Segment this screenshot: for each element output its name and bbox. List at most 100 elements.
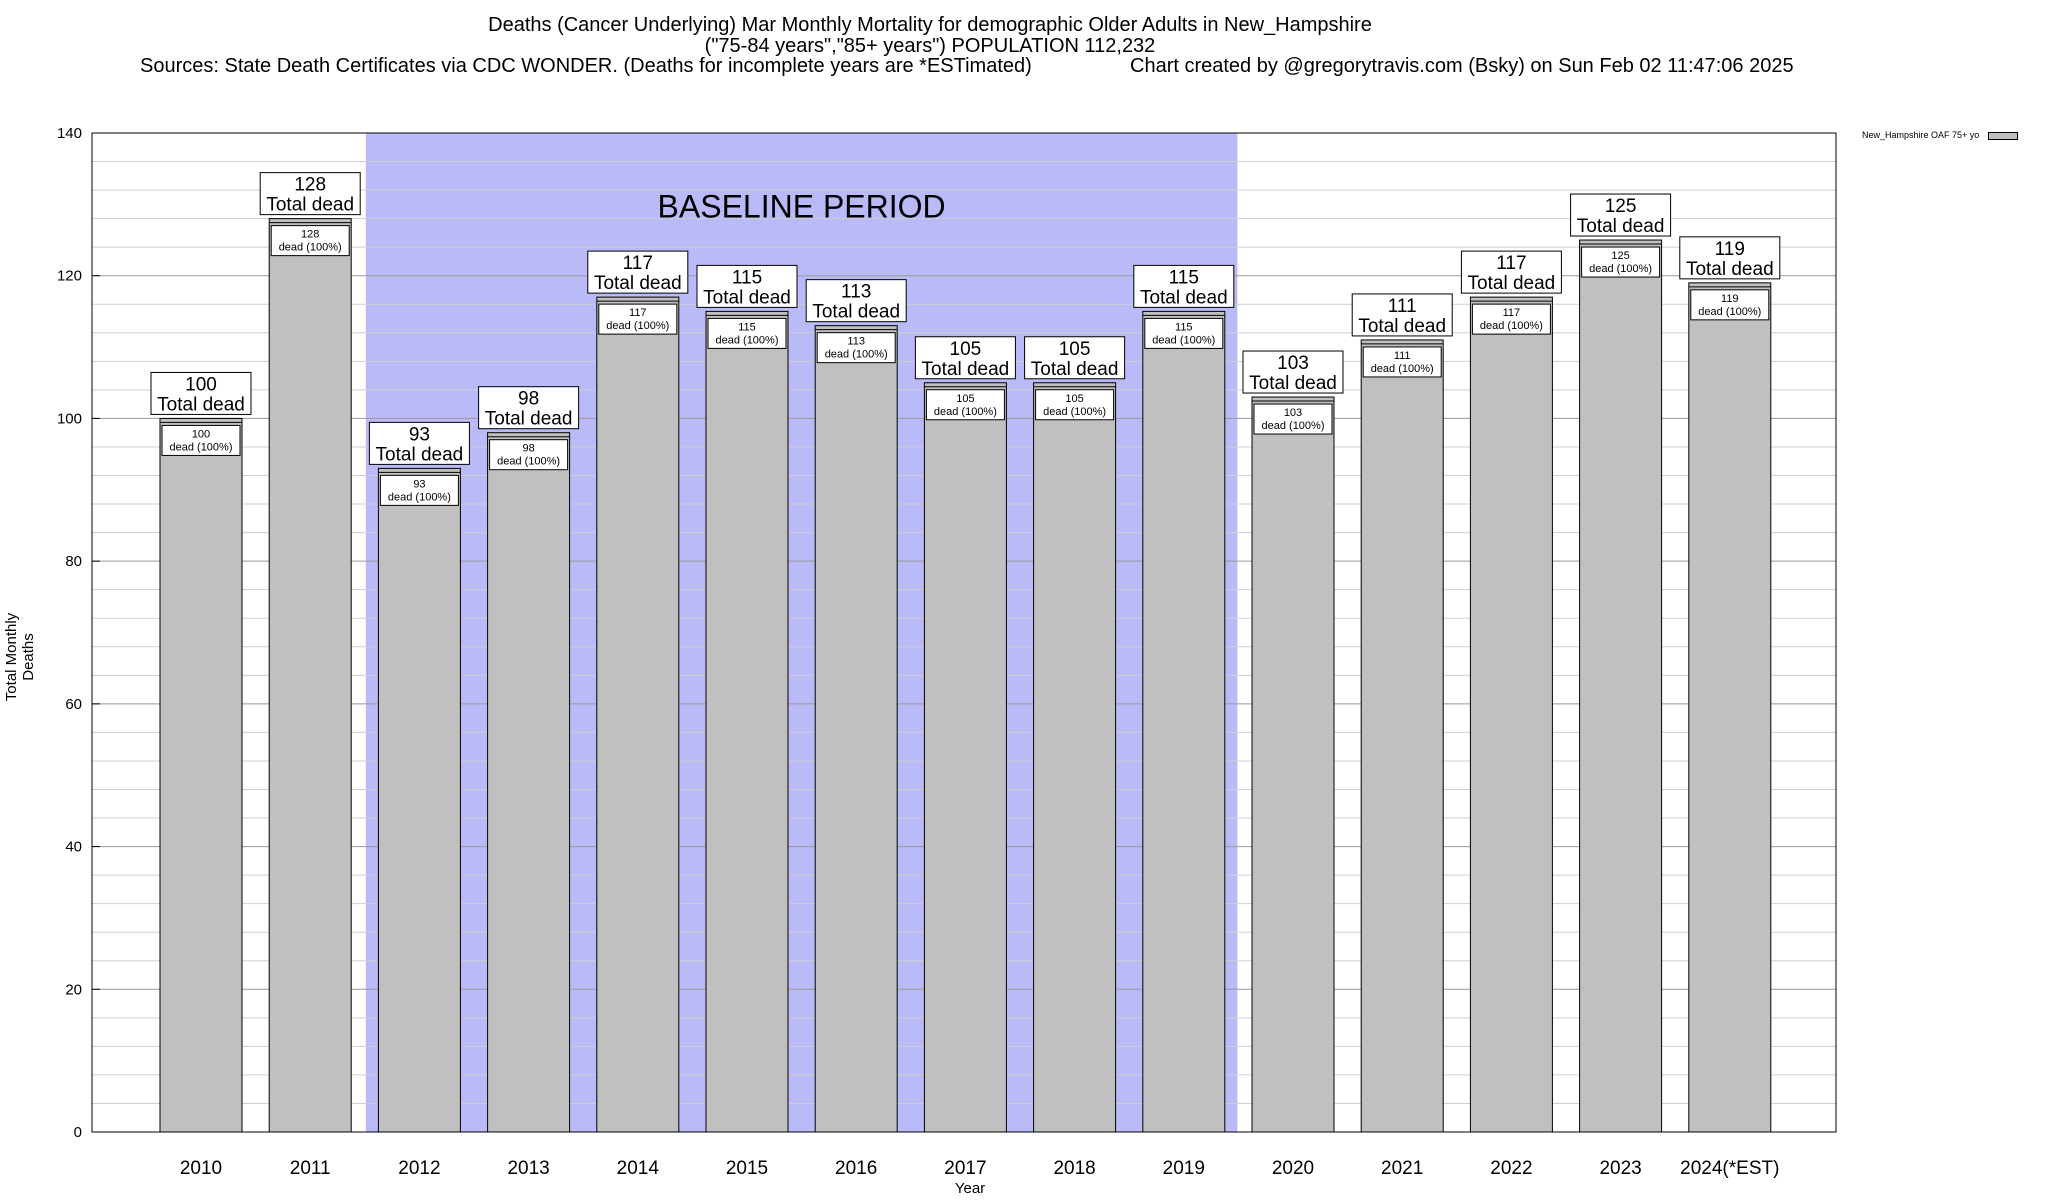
inner-label-box	[1690, 289, 1770, 321]
inner-label-box	[1144, 317, 1224, 349]
bar	[377, 467, 461, 1133]
x-tick-label: 2024(*EST)	[1680, 1158, 1779, 1179]
y-tick-label: 140	[57, 125, 82, 142]
inner-label-text: dead (100%)	[1043, 406, 1106, 418]
total-label-box	[1351, 293, 1453, 337]
bar	[1251, 396, 1335, 1133]
inner-label-box	[270, 225, 350, 257]
inner-label-box	[1035, 389, 1115, 421]
total-label-box	[259, 172, 361, 216]
inner-label-text: dead (100%)	[1480, 320, 1543, 332]
total-label-value: 103	[1277, 353, 1309, 374]
total-label-value: 105	[1059, 339, 1091, 360]
x-tick-label: 2023	[1599, 1158, 1641, 1179]
bar	[1469, 296, 1553, 1133]
x-tick-label: 2020	[1272, 1158, 1314, 1179]
total-label-box	[1679, 236, 1781, 280]
inner-label-text: dead (100%)	[279, 242, 342, 254]
x-tick-label: 2015	[726, 1158, 768, 1179]
x-tick-label: 2014	[617, 1158, 660, 1179]
inner-label-value: 103	[1284, 407, 1302, 419]
total-label-box	[587, 250, 689, 294]
x-tick-label: 2010	[180, 1158, 222, 1179]
inner-label-value: 98	[522, 443, 534, 455]
bar	[1142, 310, 1226, 1133]
x-tick-label: 2022	[1490, 1158, 1532, 1179]
total-label-box	[805, 279, 907, 323]
bar	[1360, 339, 1444, 1133]
total-label-value: 113	[841, 282, 871, 303]
total-label-value: 119	[1715, 239, 1745, 260]
inner-label-text: dead (100%)	[170, 441, 233, 453]
inner-label-box	[925, 389, 1005, 421]
total-label-value: 111	[1388, 296, 1417, 317]
total-label-box	[1242, 350, 1344, 394]
bar	[923, 382, 1007, 1133]
total-label-text: Total dead	[703, 287, 791, 308]
inner-label-box	[707, 317, 787, 349]
total-label-text: Total dead	[812, 302, 900, 323]
inner-label-box	[598, 303, 678, 335]
total-label-box	[914, 336, 1016, 380]
inner-label-value: 93	[413, 478, 425, 490]
inner-label-value: 113	[847, 336, 865, 348]
x-tick-label: 2013	[507, 1158, 549, 1179]
total-label-text: Total dead	[594, 273, 682, 294]
inner-label-box	[379, 474, 459, 506]
inner-label-text: dead (100%)	[934, 406, 997, 418]
inner-label-text: dead (100%)	[1698, 306, 1761, 318]
total-label-text: Total dead	[1249, 373, 1337, 394]
total-label-value: 125	[1605, 196, 1637, 217]
total-label-value: 115	[732, 267, 762, 288]
inner-label-text: dead (100%)	[1371, 363, 1434, 375]
bar	[159, 417, 243, 1133]
total-label-text: Total dead	[1686, 259, 1774, 280]
bar	[814, 325, 898, 1133]
inner-label-text: dead (100%)	[497, 456, 560, 468]
total-label-box	[150, 371, 252, 415]
total-label-value: 117	[1496, 253, 1526, 274]
inner-label-text: dead (100%)	[388, 491, 451, 503]
x-axis-label: Year	[954, 1180, 986, 1197]
total-label-box	[368, 421, 470, 465]
inner-label-value: 128	[301, 229, 319, 241]
total-label-text: Total dead	[157, 394, 245, 415]
total-label-box	[696, 264, 798, 308]
inner-label-text: dead (100%)	[1262, 420, 1325, 432]
total-label-value: 117	[623, 253, 653, 274]
inner-label-value: 100	[192, 428, 210, 440]
inner-label-box	[1471, 303, 1551, 335]
y-tick-label: 120	[57, 268, 82, 285]
inner-label-box	[489, 439, 569, 471]
total-label-text: Total dead	[922, 359, 1010, 380]
bar	[1033, 382, 1117, 1133]
x-tick-label: 2021	[1381, 1158, 1423, 1179]
total-label-text: Total dead	[1577, 216, 1665, 237]
inner-label-value: 115	[1175, 321, 1193, 333]
total-label-text: Total dead	[1358, 316, 1446, 337]
inner-label-value: 125	[1611, 250, 1629, 262]
bar	[1688, 282, 1772, 1133]
total-label-box	[1024, 336, 1126, 380]
x-tick-label: 2012	[398, 1158, 440, 1179]
inner-label-value: 105	[1065, 393, 1083, 405]
total-label-text: Total dead	[266, 195, 354, 216]
bar	[268, 218, 352, 1133]
legend-swatch	[1987, 131, 2018, 140]
bar	[1579, 239, 1663, 1133]
y-tick-label: 20	[65, 981, 82, 998]
total-label-box	[478, 386, 580, 430]
x-tick-label: 2017	[944, 1158, 986, 1179]
y-tick-label: 80	[65, 553, 82, 570]
inner-label-text: dead (100%)	[1152, 334, 1215, 346]
total-label-text: Total dead	[1140, 287, 1228, 308]
x-tick-label: 2016	[835, 1158, 877, 1179]
inner-label-box	[1362, 346, 1442, 378]
x-tick-label: 2011	[290, 1158, 331, 1179]
bar	[487, 432, 571, 1133]
y-tick-label: 0	[74, 1124, 82, 1141]
legend-entry-label: New_Hampshire OAF 75+ yo	[1862, 130, 1980, 140]
inner-label-value: 117	[1503, 307, 1521, 319]
total-label-text: Total dead	[376, 444, 464, 465]
